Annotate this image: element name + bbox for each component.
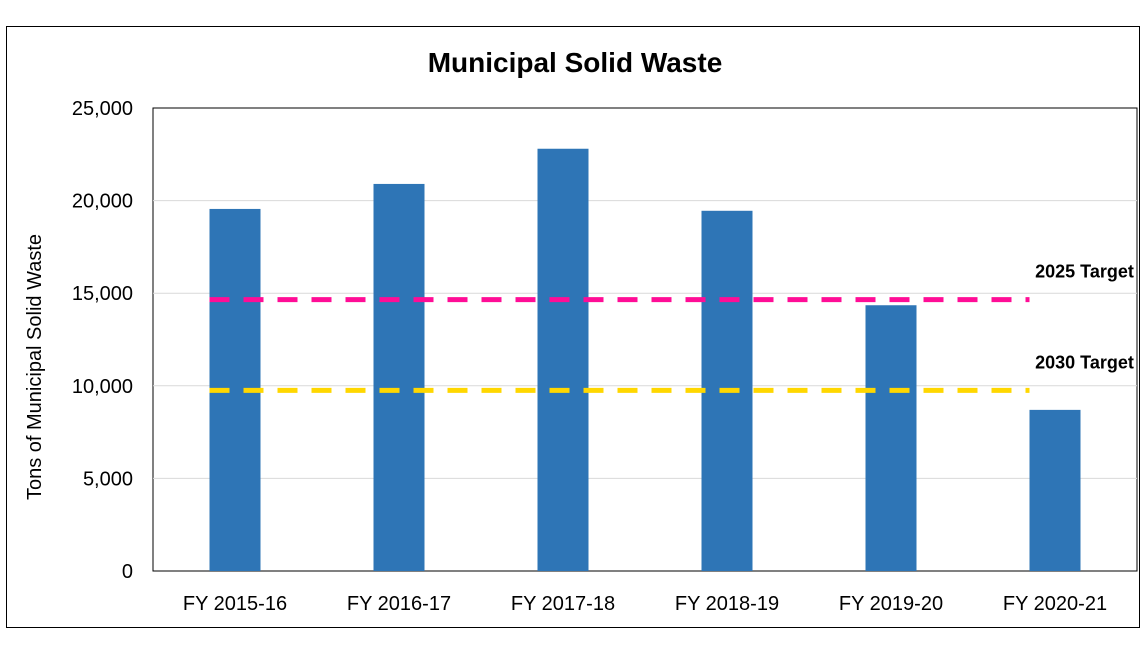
bars bbox=[209, 148, 1081, 571]
x-tick-label: FY 2017-18 bbox=[511, 593, 615, 615]
y-tick-label: 25,000 bbox=[72, 98, 133, 120]
target-label: 2025 Target bbox=[1035, 262, 1134, 282]
x-tick-label: FY 2016-17 bbox=[347, 593, 451, 615]
y-axis-ticks: 0 5,000 10,000 15,000 20,000 25,000 bbox=[72, 98, 133, 583]
x-axis-ticks: FY 2015-16 FY 2016-17 FY 2017-18 FY 2018-19… bbox=[183, 593, 1107, 615]
x-tick-label: FY 2018-19 bbox=[675, 593, 779, 615]
y-tick-label: 0 bbox=[122, 561, 133, 583]
y-tick-label: 10,000 bbox=[72, 376, 133, 398]
bar bbox=[1029, 409, 1081, 571]
y-tick-label: 15,000 bbox=[72, 283, 133, 305]
target-lines: 2025 Target 2030 Target bbox=[209, 262, 1134, 393]
plot-area bbox=[152, 107, 1138, 572]
bar-chart: Municipal Solid Waste Tons of Municipal … bbox=[24, 47, 1138, 615]
x-tick-label: FY 2015-16 bbox=[183, 593, 287, 615]
bar bbox=[373, 183, 425, 571]
bar bbox=[537, 148, 589, 571]
chart-frame: Municipal Solid Waste Tons of Municipal … bbox=[6, 26, 1140, 628]
y-tick-label: 5,000 bbox=[83, 468, 133, 490]
target-label: 2030 Target bbox=[1035, 352, 1134, 372]
x-tick-label: FY 2020-21 bbox=[1003, 593, 1107, 615]
bar bbox=[865, 305, 917, 571]
x-tick-label: FY 2019-20 bbox=[839, 593, 943, 615]
chart-title: Municipal Solid Waste bbox=[428, 47, 723, 78]
y-axis-label: Tons of Municipal Solid Waste bbox=[24, 234, 46, 500]
gridlines bbox=[153, 200, 1137, 479]
y-tick-label: 20,000 bbox=[72, 191, 133, 213]
